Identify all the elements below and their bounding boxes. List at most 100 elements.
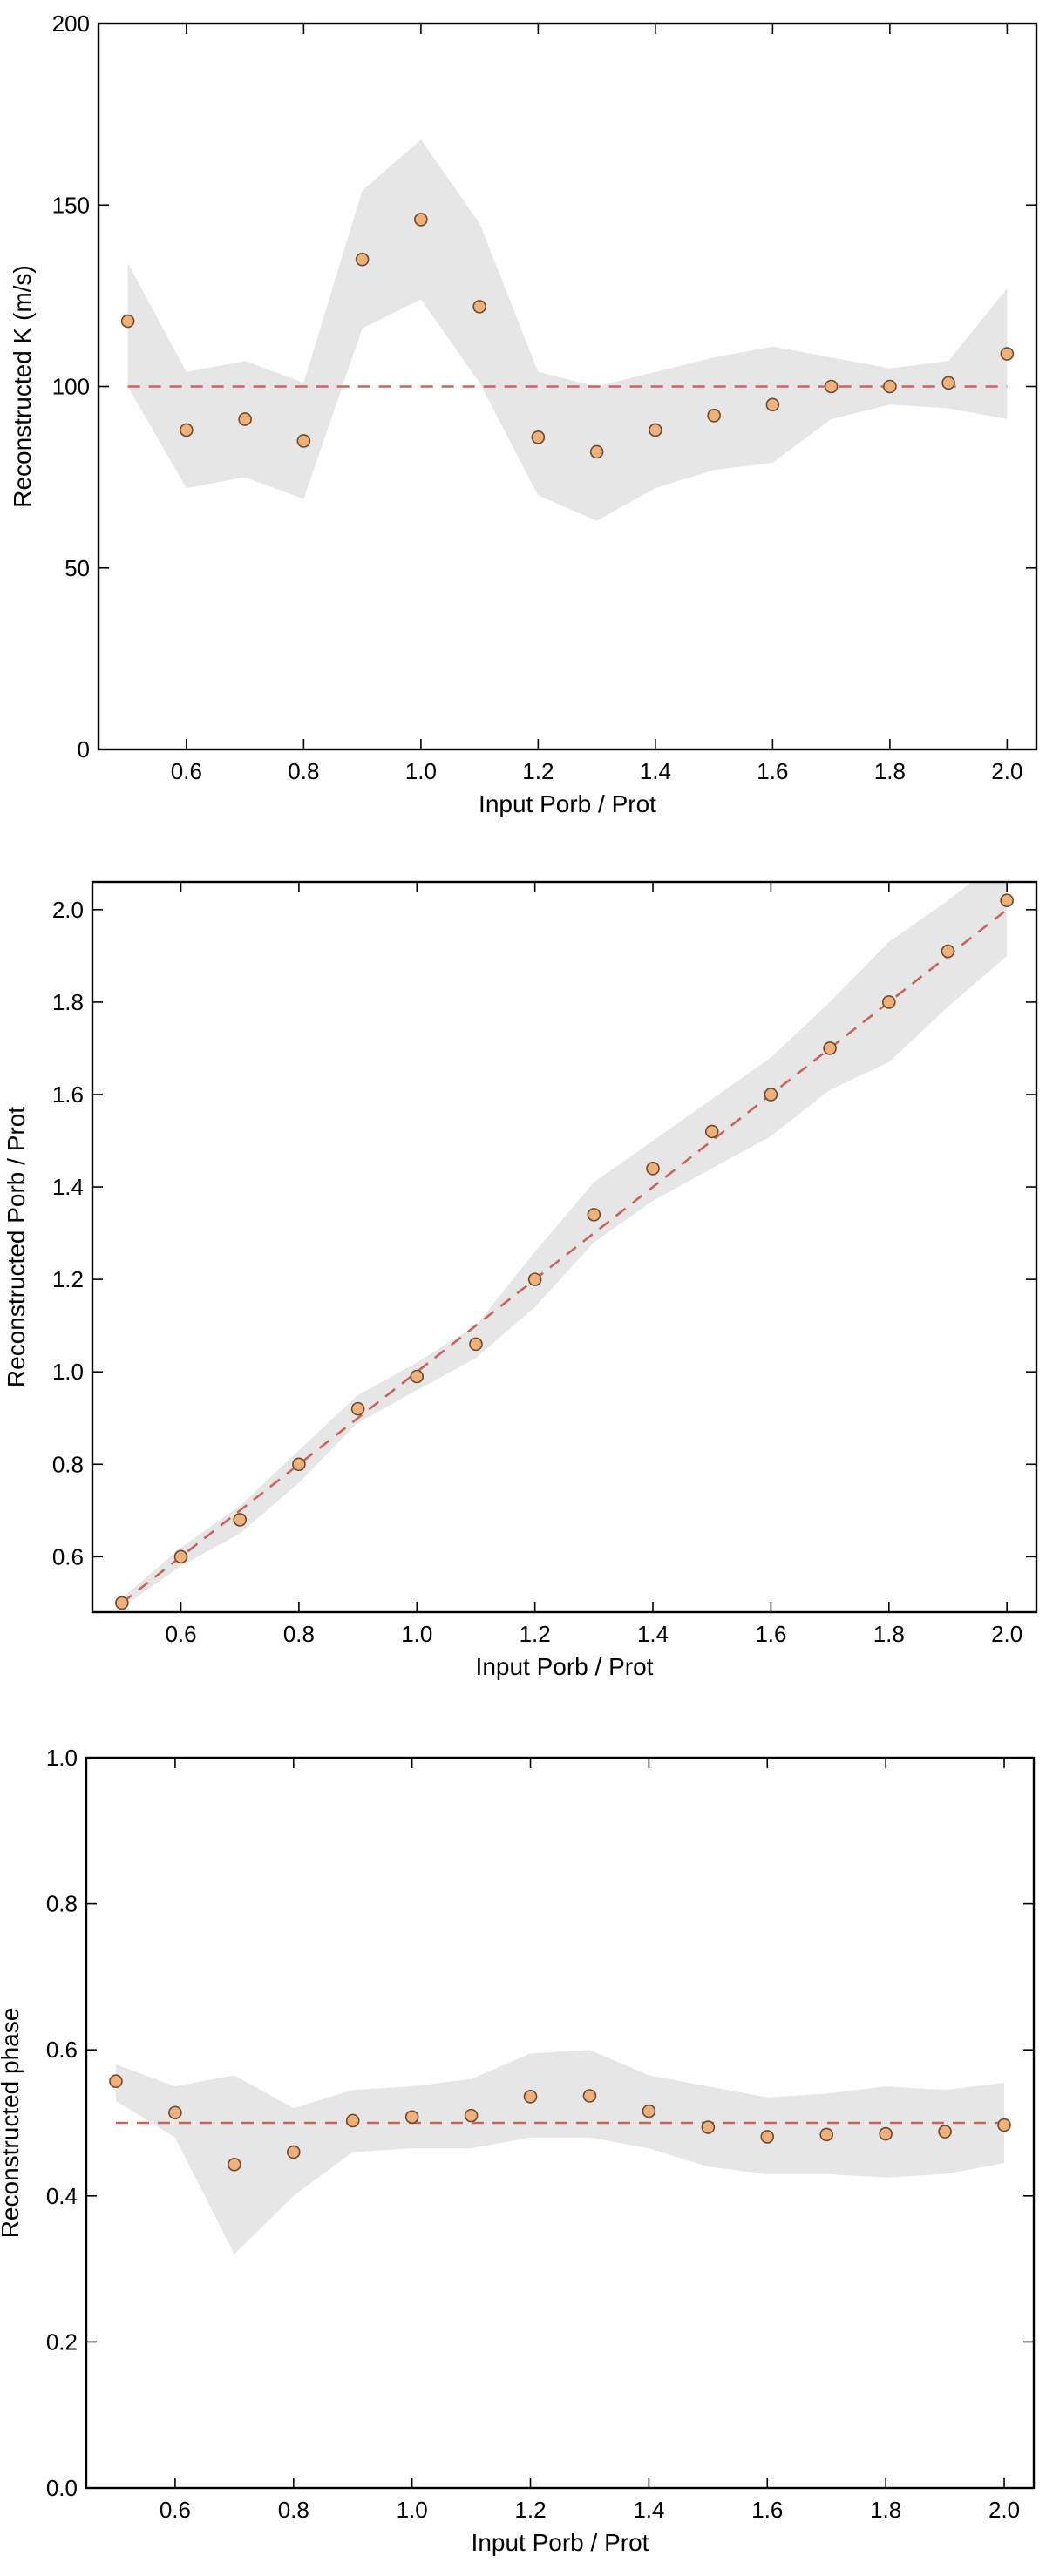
- y-tick-label: 100: [52, 374, 90, 400]
- data-point: [760, 2130, 775, 2144]
- x-tick-label: 1.4: [637, 1621, 669, 1647]
- data-point: [345, 2113, 360, 2128]
- plot-area: [109, 2050, 1011, 2254]
- data-point: [765, 397, 780, 412]
- data-point: [1000, 893, 1014, 908]
- x-tick-label: 1.6: [757, 758, 788, 784]
- y-axis-label: Reconstructed K (m/s): [9, 265, 36, 508]
- data-point: [823, 1041, 837, 1055]
- x-tick-label: 1.0: [397, 2497, 428, 2523]
- y-tick-label: 0: [78, 736, 90, 763]
- x-tick-label: 2.0: [988, 2497, 1020, 2523]
- y-axis-label: Reconstructed Porb / Prot: [3, 1107, 30, 1387]
- y-tick-label: 2.0: [52, 897, 84, 923]
- axes-frame: [91, 880, 1038, 1614]
- uncertainty-band: [121, 882, 1008, 1608]
- data-point: [414, 213, 428, 227]
- data-point: [180, 423, 194, 437]
- data-point: [238, 412, 252, 426]
- data-point: [938, 2125, 952, 2139]
- x-tick-label: 0.6: [165, 1621, 196, 1647]
- y-tick-label: 1.6: [52, 1081, 84, 1108]
- data-point: [168, 2105, 182, 2120]
- data-point: [410, 1369, 425, 1384]
- data-point: [173, 1549, 188, 1564]
- data-point: [527, 1272, 542, 1286]
- y-tick-label: 1.0: [52, 1359, 84, 1385]
- plot-area: [120, 139, 1015, 521]
- data-point: [115, 1596, 129, 1610]
- data-point: [292, 1457, 306, 1472]
- data-point: [531, 430, 546, 444]
- y-tick-label: 0.6: [46, 2037, 78, 2063]
- chart-panel-2: 0.6 0.8 1.0 1.2 1.4 1.6 1.8 2.0 0.6 0.8 1.0 1.2 1.4 1…: [3, 880, 1038, 1680]
- plot-area: [115, 882, 1014, 1610]
- data-point: [350, 1401, 365, 1416]
- x-tick-label: 1.0: [401, 1621, 432, 1647]
- uncertainty-band: [127, 139, 1008, 521]
- x-tick-label: 0.8: [283, 1621, 315, 1647]
- data-point: [879, 2126, 893, 2141]
- x-tick-label: 0.6: [171, 758, 202, 784]
- data-point: [941, 376, 955, 390]
- data-point: [582, 2089, 597, 2103]
- data-point: [464, 2108, 479, 2123]
- data-point: [109, 2074, 123, 2089]
- x-tick-label: 1.6: [755, 1621, 786, 1647]
- y-tick-label: 1.2: [52, 1266, 84, 1292]
- data-point: [404, 2110, 419, 2125]
- data-point: [355, 252, 370, 267]
- y-tick-label: 1.4: [52, 1174, 84, 1200]
- y-tick-label: 1.0: [46, 1745, 78, 1771]
- data-point: [469, 1337, 483, 1352]
- x-tick-label: 1.6: [751, 2497, 783, 2523]
- data-point: [701, 2120, 716, 2134]
- data-point: [646, 1162, 660, 1176]
- data-point: [472, 300, 486, 314]
- data-point: [881, 995, 896, 1009]
- y-tick-label: 150: [52, 192, 90, 218]
- data-point: [883, 379, 897, 394]
- data-point: [764, 1088, 778, 1102]
- x-tick-label: 2.0: [991, 758, 1022, 784]
- x-axis-label: Input Porb / Prot: [476, 1653, 654, 1680]
- x-tick-label: 0.8: [288, 758, 319, 784]
- data-point: [704, 1124, 719, 1139]
- y-tick-label: 0.6: [52, 1543, 84, 1569]
- data-point: [228, 2157, 241, 2172]
- data-point: [649, 423, 662, 437]
- x-tick-label: 2.0: [991, 1621, 1022, 1647]
- data-point: [997, 2118, 1011, 2132]
- y-tick-label: 1.8: [52, 989, 84, 1015]
- data-point: [941, 944, 955, 959]
- x-tick-label: 1.8: [870, 2497, 901, 2523]
- y-tick-label: 50: [65, 555, 90, 581]
- y-tick-label: 0.2: [46, 2329, 78, 2355]
- data-point: [1000, 347, 1015, 361]
- y-tick-label: 0.0: [46, 2475, 78, 2501]
- x-tick-label: 0.8: [278, 2497, 309, 2523]
- chart-panel-3: 0.6 0.8 1.0 1.2 1.4 1.6 1.8 2.0 0.0 0.2 0.4 0.6 0.8 1…: [0, 1745, 1036, 2556]
- x-tick-label: 1.4: [640, 758, 671, 784]
- data-point: [523, 2090, 538, 2104]
- x-axis-label: Input Porb / Prot: [479, 790, 656, 817]
- x-tick-label: 0.6: [160, 2497, 191, 2523]
- x-axis-label: Input Porb / Prot: [472, 2529, 649, 2556]
- data-point: [587, 1208, 601, 1222]
- data-point: [120, 314, 135, 329]
- data-point: [589, 444, 604, 459]
- chart-panel-1: 0.6 0.8 1.0 1.2 1.4 1.6 1.8 2.0 0 50 100 150 200 Inpu…: [9, 10, 1038, 817]
- x-tick-label: 1.2: [522, 758, 554, 784]
- data-point: [824, 379, 839, 394]
- data-point: [296, 434, 311, 448]
- x-tick-label: 1.2: [520, 1621, 551, 1647]
- axes-frame: [85, 1756, 1036, 2490]
- y-axis-label: Reconstructed phase: [0, 2008, 24, 2239]
- data-point: [286, 2145, 301, 2159]
- y-tick-label: 200: [52, 10, 90, 37]
- y-tick-label: 0.4: [46, 2183, 78, 2209]
- data-point: [642, 2104, 656, 2118]
- y-tick-label: 0.8: [52, 1451, 84, 1477]
- uncertainty-band: [116, 2050, 1004, 2254]
